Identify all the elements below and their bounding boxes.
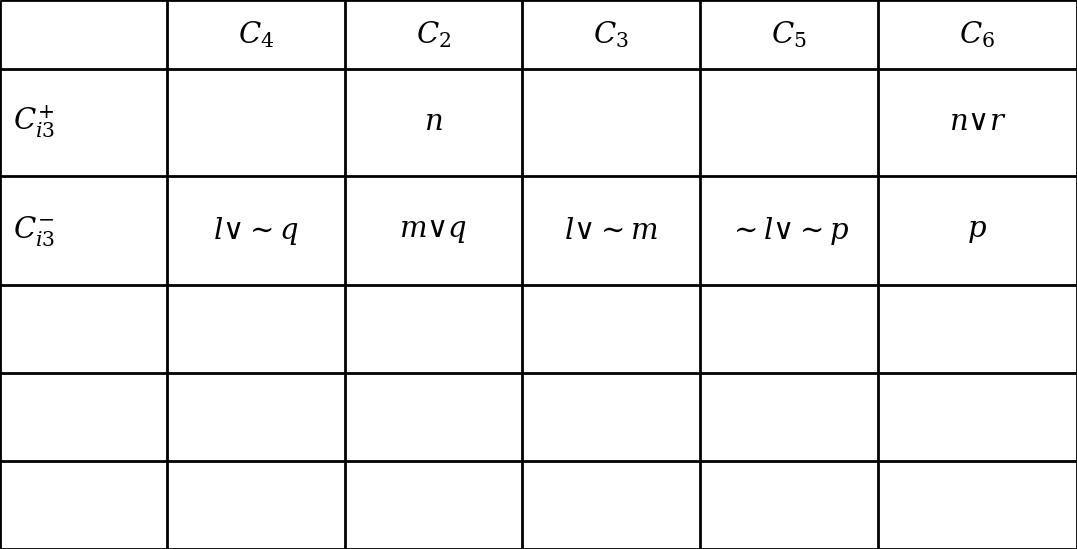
Text: $\mathit{l}{\vee}{\sim}\mathit{q}$: $\mathit{l}{\vee}{\sim}\mathit{q}$ [213, 215, 298, 247]
Text: $\mathit{l}{\vee}{\sim}\mathit{m}$: $\mathit{l}{\vee}{\sim}\mathit{m}$ [564, 216, 658, 245]
Text: ${\sim}\mathit{l}{\vee}{\sim}\mathit{p}$: ${\sim}\mathit{l}{\vee}{\sim}\mathit{p}$ [728, 215, 850, 247]
Text: $\mathit{n}{\vee}\mathit{r}$: $\mathit{n}{\vee}\mathit{r}$ [949, 108, 1006, 136]
Text: $\mathit{C}_6$: $\mathit{C}_6$ [960, 19, 995, 50]
Text: $\mathit{C}_{i3}^{-}$: $\mathit{C}_{i3}^{-}$ [13, 214, 55, 248]
Text: $\mathit{C}_4$: $\mathit{C}_4$ [238, 19, 274, 50]
Text: $\mathit{C}_{i3}^{+}$: $\mathit{C}_{i3}^{+}$ [13, 104, 55, 141]
Text: $\mathit{C}_2$: $\mathit{C}_2$ [416, 19, 451, 50]
Text: $\mathit{n}$: $\mathit{n}$ [424, 108, 443, 136]
Text: $\mathit{C}_5$: $\mathit{C}_5$ [771, 19, 807, 50]
Text: $\mathit{m}{\vee}\mathit{q}$: $\mathit{m}{\vee}\mathit{q}$ [400, 216, 467, 245]
Text: $\mathit{p}$: $\mathit{p}$ [967, 216, 988, 245]
Text: $\mathit{C}_3$: $\mathit{C}_3$ [593, 19, 629, 50]
